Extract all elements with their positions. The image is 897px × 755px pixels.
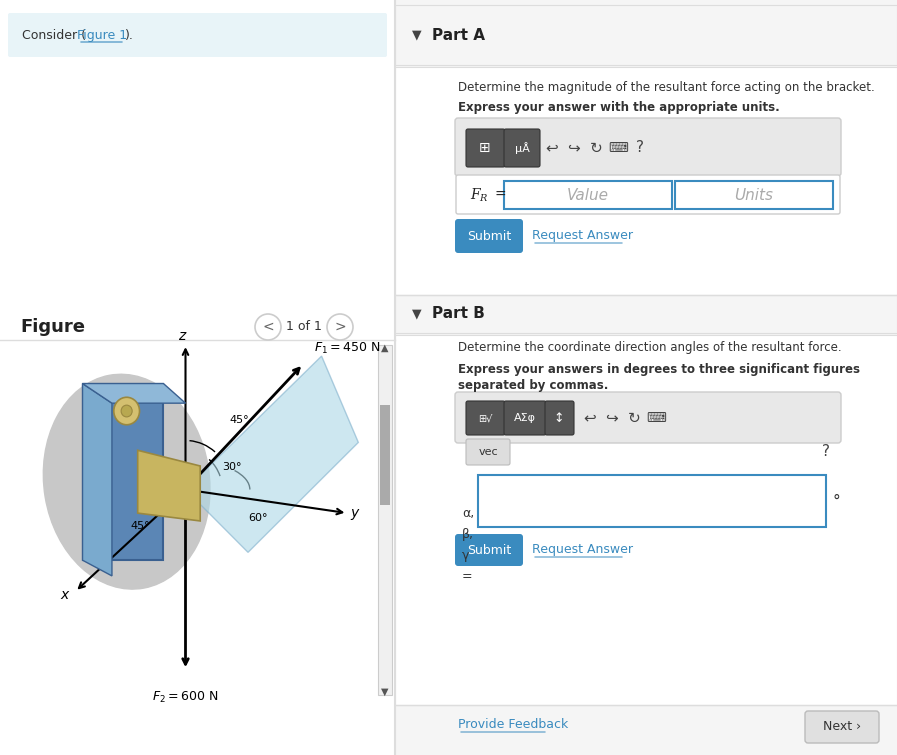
Circle shape [327,314,353,340]
Text: Figure: Figure [20,318,85,336]
Text: ▼: ▼ [412,307,422,321]
Text: z: z [179,329,186,344]
Text: =: = [494,188,506,202]
Text: x: x [60,588,68,602]
Text: $F_1 = 450\ \mathrm{N}$: $F_1 = 450\ \mathrm{N}$ [314,341,380,356]
FancyBboxPatch shape [395,67,897,295]
Text: Consider (: Consider ( [22,29,86,42]
Text: >: > [335,320,346,334]
Circle shape [114,397,140,425]
Text: ↩: ↩ [545,140,558,156]
FancyBboxPatch shape [8,13,387,57]
FancyBboxPatch shape [395,335,897,705]
Text: ).: ). [125,29,134,42]
Polygon shape [83,384,112,576]
Polygon shape [83,384,186,403]
Text: Units: Units [735,187,773,202]
Text: ⊞√: ⊞√ [478,413,492,423]
FancyBboxPatch shape [466,129,505,167]
FancyBboxPatch shape [466,439,510,465]
Ellipse shape [43,374,210,589]
Text: 60°: 60° [248,513,267,523]
FancyBboxPatch shape [456,175,840,214]
Text: ?: ? [822,445,830,460]
FancyBboxPatch shape [504,401,546,435]
Text: ▼: ▼ [412,29,422,42]
Text: 30°: 30° [222,462,242,472]
Text: ⌨: ⌨ [646,411,666,425]
Text: Figure 1: Figure 1 [77,29,127,42]
Text: Request Answer: Request Answer [532,230,633,242]
Text: ↕: ↕ [553,411,564,424]
FancyBboxPatch shape [395,295,897,333]
Text: y: y [351,506,359,520]
Text: Part B: Part B [432,307,485,322]
FancyBboxPatch shape [504,181,672,209]
Text: μÅ: μÅ [515,142,529,154]
Text: ▼: ▼ [381,687,388,697]
FancyBboxPatch shape [455,534,523,566]
Text: ↪: ↪ [568,140,580,156]
Text: 45°: 45° [230,414,249,425]
Text: ↻: ↻ [589,140,603,156]
FancyBboxPatch shape [545,401,574,435]
Text: Express your answers in degrees to three significant figures: Express your answers in degrees to three… [458,363,860,377]
FancyBboxPatch shape [395,5,897,65]
Text: °: ° [832,494,840,509]
Text: $F_2 = 600\ \mathrm{N}$: $F_2 = 600\ \mathrm{N}$ [152,690,219,705]
Text: Value: Value [567,187,609,202]
Text: ?: ? [636,140,644,156]
FancyBboxPatch shape [466,401,505,435]
Text: 45°: 45° [130,521,150,531]
Text: Determine the coordinate direction angles of the resultant force.: Determine the coordinate direction angle… [458,341,841,353]
Text: Request Answer: Request Answer [532,544,633,556]
Text: vec: vec [478,447,498,457]
Circle shape [121,405,132,417]
FancyBboxPatch shape [478,475,826,527]
Text: ↩: ↩ [584,411,597,426]
Text: Provide Feedback: Provide Feedback [458,719,569,732]
Text: Submit: Submit [466,544,511,556]
Text: Determine the magnitude of the resultant force acting on the bracket.: Determine the magnitude of the resultant… [458,81,875,94]
FancyBboxPatch shape [805,711,879,743]
Polygon shape [186,356,358,553]
Text: ↪: ↪ [605,411,618,426]
FancyBboxPatch shape [395,0,897,755]
FancyBboxPatch shape [455,118,841,176]
Circle shape [255,314,281,340]
FancyBboxPatch shape [378,345,392,695]
Polygon shape [137,450,200,521]
FancyBboxPatch shape [675,181,833,209]
Text: Part A: Part A [432,27,485,42]
FancyBboxPatch shape [380,405,390,505]
Polygon shape [83,384,163,560]
Text: ↻: ↻ [628,411,640,426]
Text: ⊞: ⊞ [479,141,491,155]
Text: separated by commas.: separated by commas. [458,378,608,392]
Text: ΑΣφ: ΑΣφ [514,413,536,423]
FancyBboxPatch shape [455,219,523,253]
Text: Next ›: Next › [823,720,861,734]
Text: <: < [262,320,274,334]
Text: Submit: Submit [466,230,511,242]
FancyBboxPatch shape [504,129,540,167]
Text: $F_R$: $F_R$ [470,186,489,204]
Text: α,
β,
γ
=: α, β, γ = [462,507,475,583]
Text: ▲: ▲ [381,343,388,353]
Text: 1 of 1: 1 of 1 [286,321,322,334]
FancyBboxPatch shape [455,392,841,443]
Text: Express your answer with the appropriate units.: Express your answer with the appropriate… [458,100,779,113]
Text: ⌨: ⌨ [608,141,628,155]
